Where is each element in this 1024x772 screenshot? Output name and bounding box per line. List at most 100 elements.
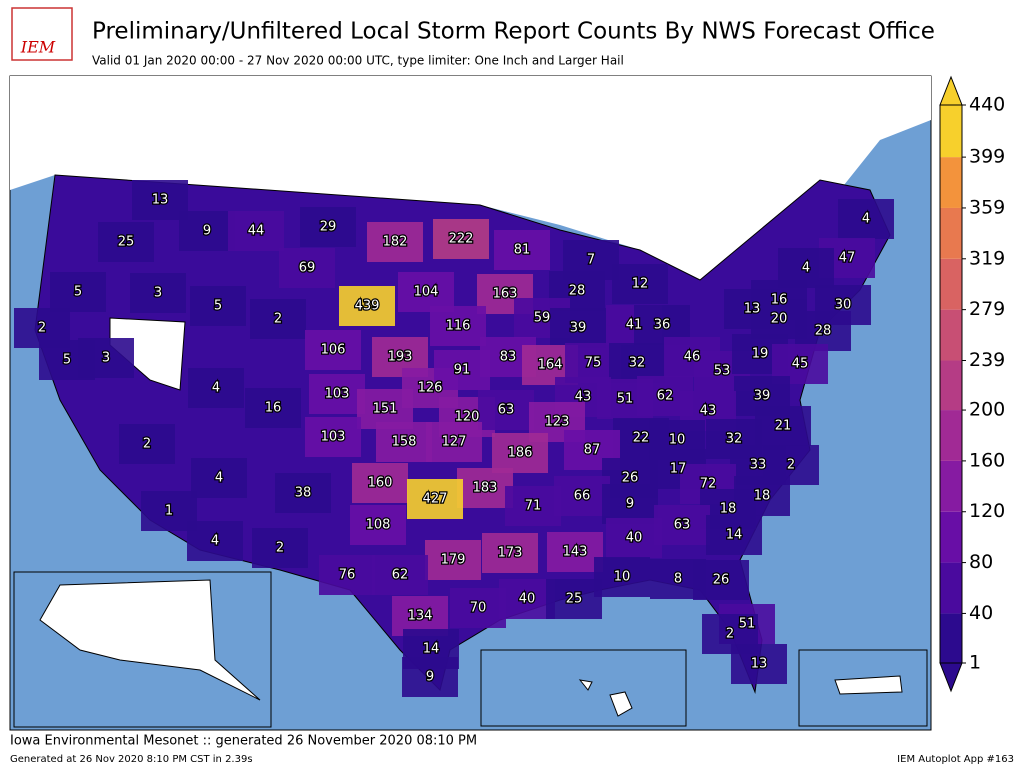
count-label: 14 (423, 642, 440, 657)
count-label: 1 (165, 504, 173, 519)
colorbar-swatch (940, 562, 962, 614)
count-label: 14 (726, 528, 743, 543)
count-label: 38 (295, 486, 312, 501)
wfo-cell (319, 555, 375, 595)
wfo-cell (367, 222, 423, 262)
count-label: 13 (751, 657, 768, 672)
colorbar-swatch (940, 105, 962, 158)
wfo-cell (612, 264, 668, 304)
wfo-cell (654, 505, 710, 545)
count-label: 4 (215, 471, 223, 486)
count-label: 39 (754, 389, 771, 404)
colorbar-tick-label: 120 (969, 500, 1005, 522)
pr-land (834, 675, 903, 695)
wfo-cell (339, 286, 395, 326)
count-label: 126 (418, 381, 443, 396)
count-label: 47 (839, 251, 856, 266)
subtitle: Valid 01 Jan 2020 00:00 - 27 Nov 2020 00… (92, 54, 624, 68)
wfo-cell (252, 528, 308, 568)
wfo-cell (78, 338, 134, 378)
wfo-cell (838, 199, 894, 239)
count-label: 41 (626, 318, 643, 333)
wfo-cell (550, 308, 606, 348)
count-label: 71 (525, 499, 542, 514)
wfo-cell (505, 486, 561, 526)
wfo-cell (693, 560, 749, 600)
colorbar-tick-label: 279 (969, 298, 1005, 320)
footer-left: Iowa Environmental Mesonet :: generated … (10, 734, 477, 749)
count-label: 8 (674, 572, 682, 587)
count-label: 87 (584, 443, 601, 458)
colorbar-tick-label: 200 (969, 399, 1005, 421)
wfo-cell (434, 350, 490, 390)
count-label: 40 (519, 592, 536, 607)
count-label: 4 (211, 534, 219, 549)
wfo-cell (190, 286, 246, 326)
count-label: 26 (713, 573, 730, 588)
colorbar-tick-label: 359 (969, 196, 1005, 218)
count-label: 83 (500, 350, 517, 365)
count-label: 9 (426, 670, 434, 685)
count-label: 20 (771, 312, 788, 327)
count-label: 2 (726, 627, 734, 642)
count-label: 28 (815, 324, 832, 339)
wfo-cell (706, 515, 762, 555)
wfo-cell (426, 422, 482, 462)
colorbar-frame (939, 104, 963, 664)
wfo-cell (457, 468, 513, 508)
count-label: 10 (669, 433, 686, 448)
wfo-cell (250, 299, 306, 339)
count-label: 63 (498, 403, 515, 418)
count-label: 4 (212, 381, 220, 396)
count-label: 18 (754, 489, 771, 504)
count-label: 25 (566, 592, 583, 607)
count-label: 3 (154, 286, 162, 301)
count-label: 4 (802, 261, 810, 276)
colorbar-tick-label: 440 (969, 94, 1005, 116)
colorbar-tick-label: 239 (969, 349, 1005, 371)
colorbar-swatch (940, 157, 962, 208)
wfo-cell (376, 422, 432, 462)
count-label: 186 (508, 446, 533, 461)
wfo-cell (305, 330, 361, 370)
count-label: 116 (446, 319, 471, 334)
footer-small: Generated at 26 Nov 2020 8:10 PM CST in … (10, 754, 253, 765)
colorbar-swatch (940, 360, 962, 411)
count-label: 59 (534, 311, 551, 326)
colorbar-swatch (940, 410, 962, 461)
count-label: 17 (670, 462, 687, 477)
wfo-cell (309, 374, 365, 414)
count-label: 10 (614, 570, 631, 585)
wfo-cell (279, 248, 335, 288)
count-label: 75 (585, 356, 602, 371)
wfo-cell (300, 207, 356, 247)
count-label: 5 (74, 285, 82, 300)
count-label: 127 (442, 435, 467, 450)
count-label: 9 (626, 497, 634, 512)
count-label: 40 (626, 531, 643, 546)
canada (10, 76, 931, 280)
count-label: 160 (368, 476, 393, 491)
count-label: 36 (654, 318, 671, 333)
wfo-cell (50, 272, 106, 312)
logo: IEM (11, 7, 73, 61)
wfo-cell (594, 557, 650, 597)
count-label: 439 (355, 299, 380, 314)
count-label: 182 (383, 235, 408, 250)
wfo-cell (602, 484, 658, 524)
alaska-land (39, 579, 261, 701)
count-label: 2 (274, 312, 282, 327)
count-label: 62 (392, 568, 409, 583)
colorbar-swatch (940, 460, 962, 512)
logo-frame (11, 7, 73, 61)
count-label: 43 (575, 390, 592, 405)
count-label: 5 (214, 299, 222, 314)
wfo-cell (188, 368, 244, 408)
count-label: 51 (739, 617, 756, 632)
count-label: 30 (835, 298, 852, 313)
wfo-cell (275, 473, 331, 513)
wfo-cell (494, 230, 550, 270)
count-label: 193 (388, 350, 413, 365)
wfo-cell (499, 579, 555, 619)
